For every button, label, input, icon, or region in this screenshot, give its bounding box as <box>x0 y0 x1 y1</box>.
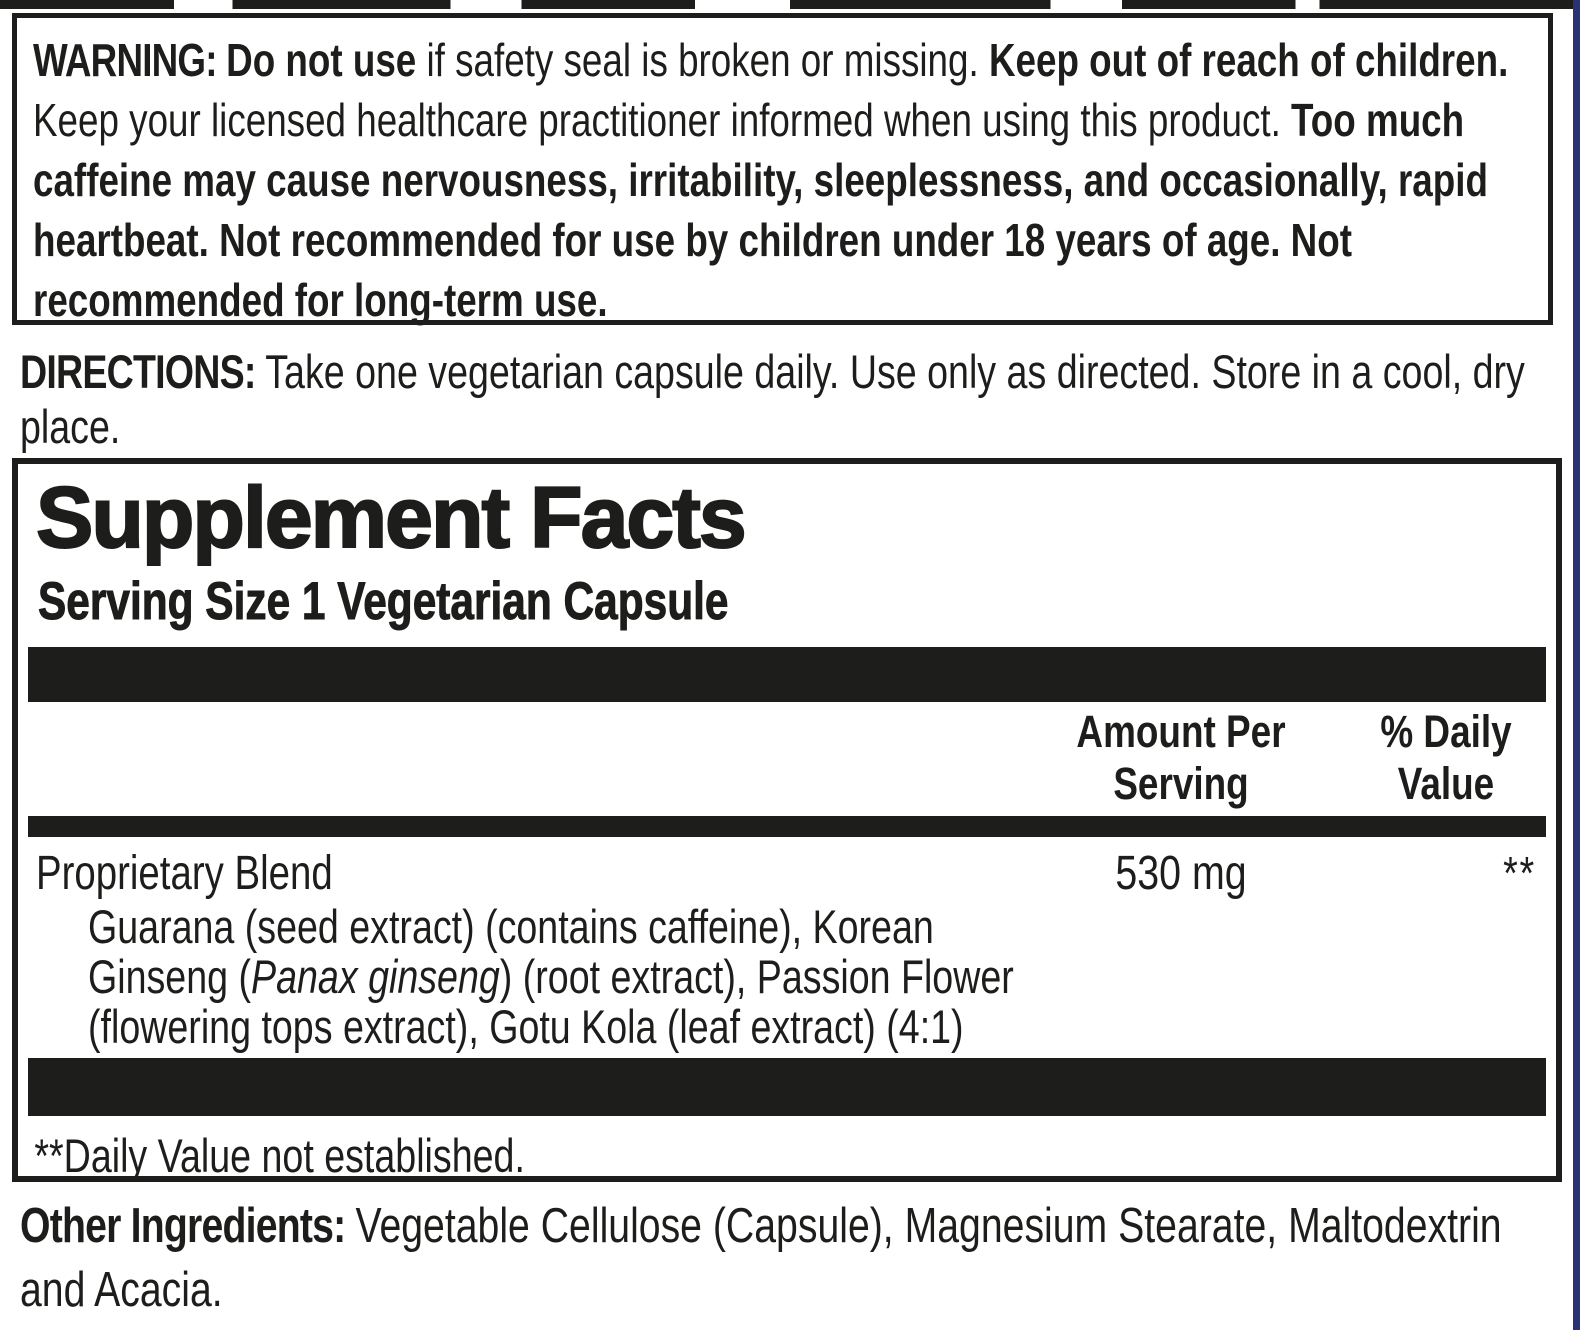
warning-paragraph: WARNING: Do not use if safety seal is br… <box>33 30 1529 330</box>
blend-description-part2: ) (root extract), Passion Flower (flower… <box>88 950 1014 1053</box>
directions-label: DIRECTIONS: <box>20 345 266 398</box>
other-ingredients-section: Other Ingredients: Vegetable Cellulose (… <box>20 1194 1580 1322</box>
serving-size: Serving Size 1 Vegetarian Capsule <box>38 572 1546 632</box>
amount-header-line2: Serving <box>1113 758 1249 809</box>
label-edge-strip <box>1573 0 1580 1330</box>
facts-header-row: Amount Per Serving % Daily Value <box>28 706 1546 810</box>
warning-bold-2: Keep out of reach of children. <box>988 34 1509 86</box>
warning-regular-2: Keep your licensed healthcare practition… <box>33 94 1292 146</box>
ingredient-daily-value: ** <box>1503 847 1536 899</box>
blend-latin-name: Panax ginseng <box>251 950 500 1003</box>
ingredient-dv-cell: ** <box>1346 847 1546 900</box>
directions-section: DIRECTIONS: Take one vegetarian capsule … <box>20 344 1580 454</box>
amount-header-line1: Amount Per <box>1076 706 1286 757</box>
other-ingredients-paragraph: Other Ingredients: Vegetable Cellulose (… <box>20 1194 1540 1322</box>
warning-bold-1: Do not use <box>226 34 427 86</box>
cropped-top-bar <box>0 0 1580 9</box>
blend-description-part1: Guarana (seed extract) (contains caffein… <box>88 900 934 1003</box>
dv-header-line2: Value <box>1397 758 1495 809</box>
ingredient-amount: 530 mg <box>1115 847 1247 900</box>
header-amount-column: Amount Per Serving <box>1016 706 1346 810</box>
separator-bar-middle <box>28 816 1546 837</box>
ingredient-name: Proprietary Blend <box>36 847 333 900</box>
header-dv-column: % Daily Value <box>1346 706 1546 810</box>
serving-size-text: Serving Size 1 Vegetarian Capsule <box>38 572 729 632</box>
other-ingredients-label: Other Ingredients: <box>20 1199 356 1253</box>
supplement-facts-panel: Supplement Facts Serving Size 1 Vegetari… <box>12 458 1562 1182</box>
warning-label: WARNING: <box>33 34 227 86</box>
table-row: Proprietary Blend 530 mg ** <box>28 847 1546 900</box>
separator-bar-top <box>28 647 1546 702</box>
ingredient-amount-cell: 530 mg <box>1016 847 1346 900</box>
dv-header-line1: % Daily <box>1380 706 1512 757</box>
directions-text: Take one vegetarian capsule daily. Use o… <box>20 345 1525 453</box>
header-name-column <box>28 706 1016 810</box>
other-ingredients-text: Vegetable Cellulose (Capsule), Magnesium… <box>20 1199 1502 1317</box>
supplement-facts-title: Supplement Facts <box>35 469 748 567</box>
warning-regular-1: if safety seal is broken or missing. <box>426 34 989 86</box>
warning-bold-3: Too much caffeine may cause nervousness,… <box>33 94 1488 326</box>
warning-box: WARNING: Do not use if safety seal is br… <box>12 13 1553 326</box>
separator-bar-bottom <box>28 1058 1546 1116</box>
daily-value-footnote: **Daily Value not established. <box>34 1129 525 1182</box>
ingredient-name-cell: Proprietary Blend <box>28 847 1016 900</box>
blend-description: Guarana (seed extract) (contains caffein… <box>88 902 1032 1052</box>
directions-paragraph: DIRECTIONS: Take one vegetarian capsule … <box>20 344 1544 454</box>
